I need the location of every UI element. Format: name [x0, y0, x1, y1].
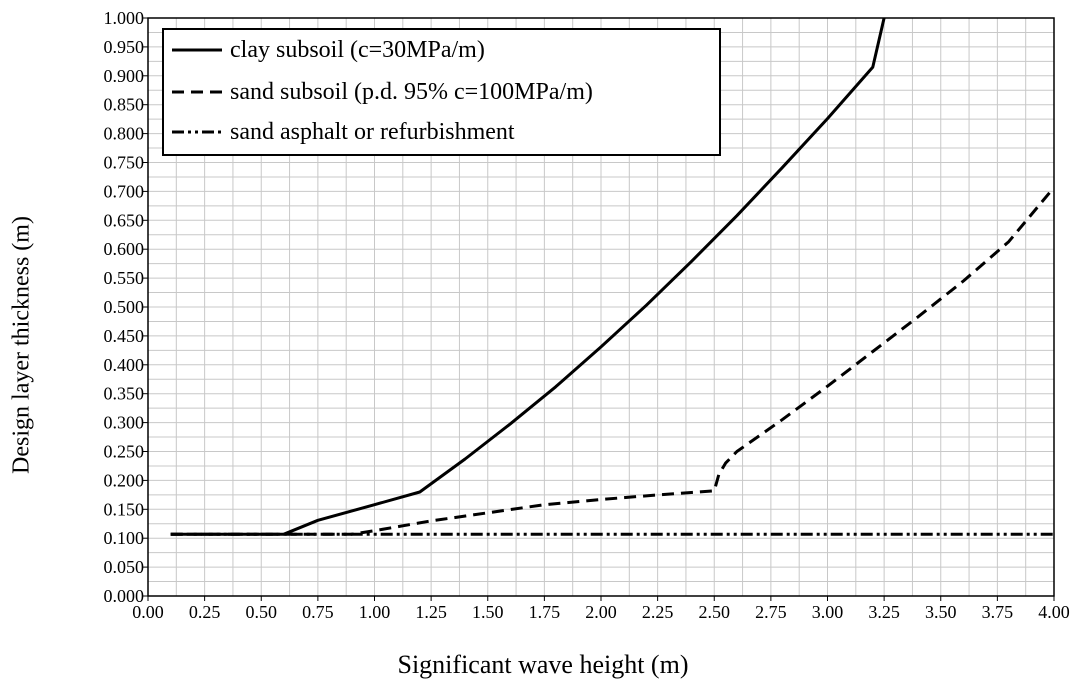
y-tick-label: 0.650 — [104, 210, 145, 230]
y-tick-label: 0.900 — [104, 66, 145, 86]
legend-swatch-solid — [172, 48, 222, 52]
y-tick-label: 0.550 — [104, 268, 145, 288]
legend: clay subsoil (c=30MPa/m) sand subsoil (p… — [162, 28, 721, 156]
x-axis: 0.00 0.25 0.50 0.75 1.00 1.25 1.50 1.75 2.00 2.25… — [132, 596, 1070, 622]
y-tick-label: 0.100 — [104, 528, 145, 548]
y-tick-label: 1.000 — [104, 8, 145, 28]
x-tick-label: 3.75 — [982, 602, 1014, 622]
x-tick-label: 2.00 — [585, 602, 617, 622]
y-tick-label: 0.750 — [104, 153, 145, 173]
x-tick-label: 0.75 — [302, 602, 334, 622]
y-tick-label: 0.150 — [104, 499, 145, 519]
y-tick-label: 0.600 — [104, 239, 145, 259]
y-axis-title: Design layer thickness (m) — [8, 216, 35, 474]
x-tick-label: 1.25 — [415, 602, 447, 622]
x-tick-label: 1.50 — [472, 602, 504, 622]
y-tick-label: 0.300 — [104, 413, 145, 433]
y-tick-label: 0.200 — [104, 470, 145, 490]
y-tick-label: 0.250 — [104, 442, 145, 462]
y-axis: 0.000 0.050 0.100 0.150 0.200 0.250 0.300 0.350… — [104, 8, 148, 606]
y-tick-label: 0.350 — [104, 384, 145, 404]
y-tick-label: 0.000 — [104, 586, 145, 606]
x-tick-label: 1.00 — [359, 602, 391, 622]
legend-label: clay subsoil (c=30MPa/m) — [230, 36, 485, 63]
x-axis-label: Significant wave height (m) — [397, 650, 689, 679]
x-tick-label: 0.25 — [189, 602, 221, 622]
x-tick-label: 0.50 — [246, 602, 278, 622]
x-tick-label: 1.75 — [529, 602, 561, 622]
legend-item-asphalt: sand asphalt or refurbishment — [172, 116, 515, 148]
y-tick-label: 0.050 — [104, 557, 145, 577]
x-tick-label: 3.25 — [868, 602, 900, 622]
series-line-solid — [170, 17, 886, 536]
y-tick-label: 0.850 — [104, 95, 145, 115]
y-tick-label: 0.450 — [104, 326, 145, 346]
legend-swatch-dashdot — [172, 130, 222, 134]
y-tick-label: 0.800 — [104, 124, 145, 144]
x-tick-label: 0.00 — [132, 602, 164, 622]
legend-item-sand: sand subsoil (p.d. 95% c=100MPa/m) — [172, 76, 593, 108]
legend-swatch-dashed — [172, 90, 222, 94]
series-group — [170, 17, 1056, 536]
legend-label: sand asphalt or refurbishment — [230, 118, 515, 145]
x-tick-label: 3.50 — [925, 602, 957, 622]
y-tick-label: 0.700 — [104, 181, 145, 201]
legend-label: sand subsoil (p.d. 95% c=100MPa/m) — [230, 78, 593, 105]
x-tick-label: 4.00 — [1038, 602, 1070, 622]
plot-frame — [147, 17, 1055, 597]
x-tick-label: 2.75 — [755, 602, 787, 622]
series-line-dashed — [170, 186, 1056, 536]
y-tick-label: 0.500 — [104, 297, 145, 317]
x-tick-label: 2.25 — [642, 602, 674, 622]
legend-item-clay: clay subsoil (c=30MPa/m) — [172, 34, 485, 66]
x-tick-label: 3.00 — [812, 602, 844, 622]
y-tick-label: 0.950 — [104, 37, 145, 57]
y-tick-label: 0.400 — [104, 355, 145, 375]
x-tick-label: 2.50 — [699, 602, 731, 622]
